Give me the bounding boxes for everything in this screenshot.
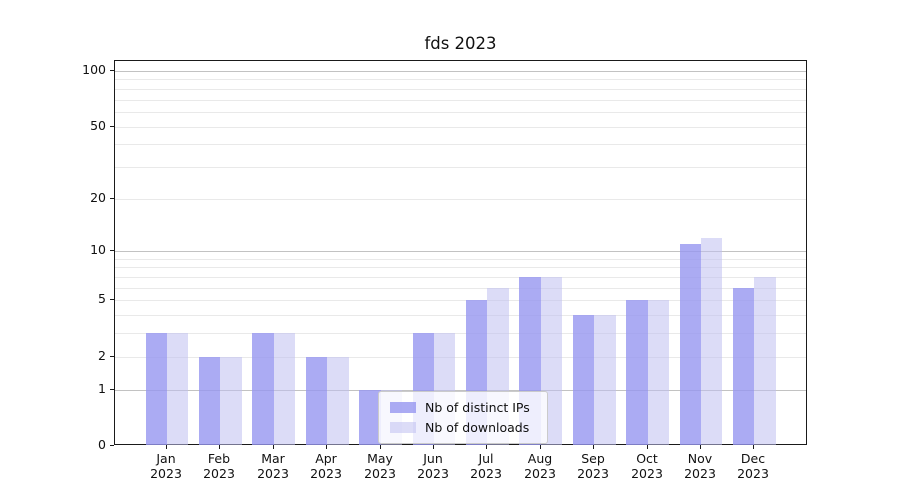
y-tickmark-0 [110,445,114,446]
x-tick-label-apr: Apr 2023 [310,451,342,481]
y-tickmark-5 [110,299,114,300]
bar-sep-downloads [594,315,616,445]
x-tick-label-jan: Jan 2023 [150,451,182,481]
x-tickmark-9 [593,445,594,449]
bar-oct-downloads [647,300,669,445]
bar-apr-downloads [327,356,349,445]
legend: Nb of distinct IPs Nb of downloads [378,391,548,444]
y-tickmark-20 [110,198,114,199]
bar-feb-distinct-ips [199,356,221,445]
x-tickmark-1 [166,445,167,449]
x-tickmark-3 [273,445,274,449]
y-tick-label-100: 100 [82,62,106,77]
plot-area: Nb of distinct IPs Nb of downloads [114,60,807,445]
x-tick-label-jun: Jun 2023 [417,451,449,481]
bar-mar-distinct-ips [252,333,274,445]
gridline-3 [115,333,806,334]
gridline-1 [115,390,806,391]
x-tickmark-5 [380,445,381,449]
x-tick-label-aug: Aug 2023 [524,451,556,481]
y-tickmark-10 [110,250,114,251]
gridline-8 [115,267,806,268]
bar-dec-downloads [754,277,776,445]
bar-jan-distinct-ips [145,333,167,445]
y-tick-label-0: 0 [98,437,106,452]
y-tickmark-2 [110,356,114,357]
x-tick-label-jul: Jul 2023 [470,451,502,481]
legend-item-downloads: Nb of downloads [390,418,537,438]
x-tickmark-8 [540,445,541,449]
bar-oct-distinct-ips [626,300,648,445]
x-tickmark-10 [647,445,648,449]
x-tickmark-2 [219,445,220,449]
gridline-2 [115,357,806,358]
gridline-30 [115,167,806,168]
y-tick-label-2: 2 [98,348,106,363]
y-tickmark-50 [110,126,114,127]
x-tick-label-mar: Mar 2023 [257,451,289,481]
bar-nov-downloads [701,237,723,445]
chart-title: fds 2023 [424,34,497,53]
bar-may-distinct-ips [359,389,381,445]
bar-apr-distinct-ips [305,356,328,445]
gridline-60 [115,112,806,113]
y-tickmark-1 [110,389,114,390]
gridline-7 [115,277,806,278]
y-tick-label-10: 10 [90,242,106,257]
legend-label-distinct-ips: Nb of distinct IPs [425,400,530,416]
x-tickmark-12 [753,445,754,449]
x-tick-label-feb: Feb 2023 [203,451,235,481]
bar-jan-downloads [167,333,189,445]
x-tickmark-7 [486,445,487,449]
legend-item-distinct-ips: Nb of distinct IPs [390,398,537,418]
bar-dec-distinct-ips [733,287,755,445]
bar-sep-distinct-ips [572,315,595,445]
y-tick-label-5: 5 [98,291,106,306]
x-tick-label-nov: Nov 2023 [684,451,716,481]
gridline-4 [115,315,806,316]
y-tick-label-50: 50 [90,118,106,133]
bar-feb-downloads [220,356,242,445]
gridline-40 [115,144,806,145]
y-tick-label-20: 20 [90,190,106,205]
legend-label-downloads: Nb of downloads [425,419,530,435]
x-tickmark-6 [433,445,434,449]
gridline-6 [115,288,806,289]
x-tick-label-dec: Dec 2023 [737,451,769,481]
legend-swatch-distinct-ips [390,402,416,414]
bar-mar-downloads [273,333,296,445]
gridline-80 [115,89,806,90]
x-tick-label-may: May 2023 [364,451,396,481]
gridline-70 [115,100,806,101]
gridline-10 [115,251,806,252]
x-tick-label-oct: Oct 2023 [631,451,663,481]
x-tickmark-4 [326,445,327,449]
gridline-100 [115,71,806,72]
gridline-5 [115,300,806,301]
gridline-9 [115,259,806,260]
legend-swatch-downloads [390,421,416,433]
y-tick-label-1: 1 [98,381,106,396]
x-tickmark-11 [700,445,701,449]
bar-nov-distinct-ips [679,244,701,445]
x-tick-label-sep: Sep 2023 [577,451,609,481]
gridline-90 [115,79,806,80]
gridline-50 [115,127,806,128]
gridline-20 [115,199,806,200]
y-tickmark-100 [110,70,114,71]
